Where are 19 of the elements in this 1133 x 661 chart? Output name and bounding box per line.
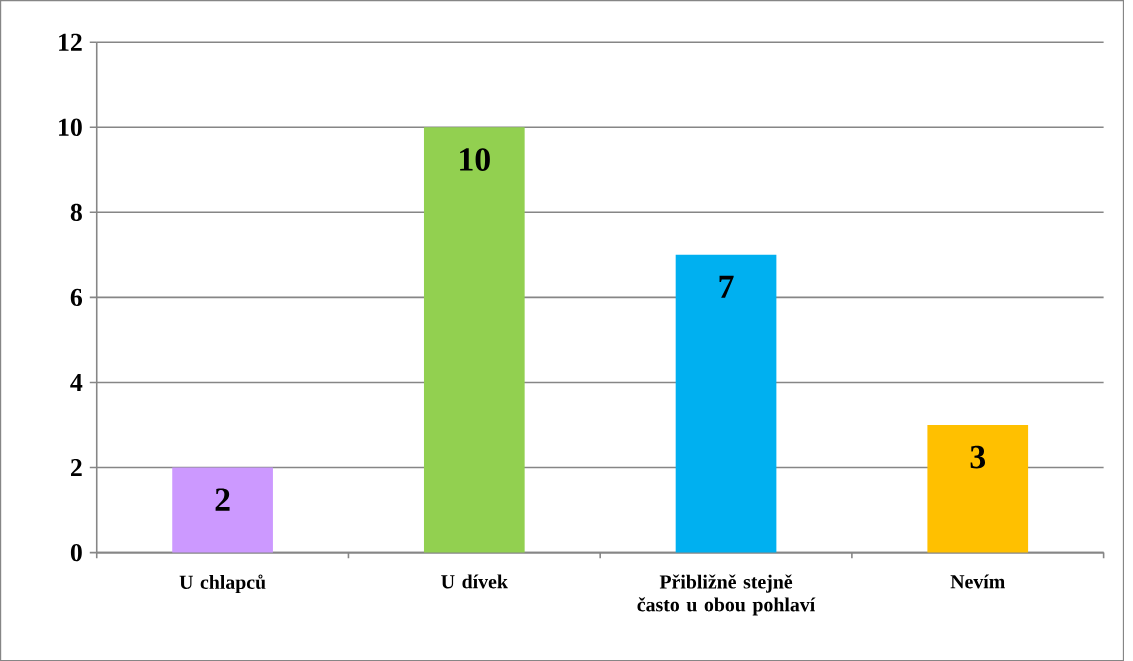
bar [172,467,273,553]
data-label: 2 [215,488,230,511]
bar [423,127,525,553]
data-label: 7 [719,275,734,298]
y-tick-label: 12 [59,33,82,51]
data-label: 3 [970,445,986,469]
x-tick-label: U chlapců [179,574,266,593]
data-label: 10 [460,148,490,171]
y-tick-label: 0 [70,543,82,562]
bar [927,424,1029,553]
x-tick-label: Nevím [950,574,1005,589]
y-tick-label: 6 [70,288,83,306]
y-tick-label: 10 [59,118,82,136]
x-tick-label: Přibližně stejně často u obou pohlaví [637,574,816,616]
x-tick-label: U dívek [441,574,508,589]
bar [675,254,777,553]
y-tick-label: 4 [70,373,83,391]
y-tick-label: 2 [70,458,82,476]
y-tick-label: 8 [70,203,82,221]
